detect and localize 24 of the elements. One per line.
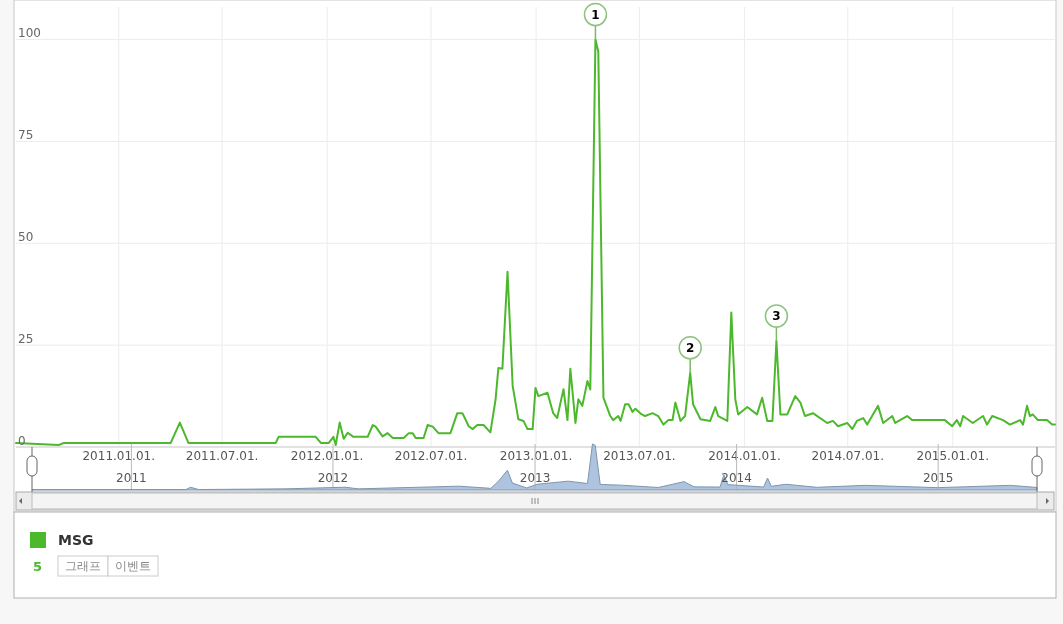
x-tick-label: 2011.01.01.	[82, 449, 156, 463]
x-tick-label: 2015.01.01.	[916, 449, 990, 463]
y-tick-label: 75	[18, 128, 34, 143]
x-tick-label: 2015	[922, 471, 954, 485]
x-tick-label: 2014.07.01.	[811, 449, 885, 463]
x-tick-label: 2012	[317, 471, 349, 485]
annotation: 2	[686, 341, 695, 356]
y-tick-label: 50	[18, 229, 34, 244]
y-tick-label: 100	[18, 26, 41, 41]
x-tick-label: 2012.01.01.	[290, 449, 364, 463]
x-tick-label: 2013	[519, 471, 551, 485]
y-tick-label: 25	[18, 331, 34, 346]
legend-label: MSG	[58, 531, 94, 548]
text: 5	[33, 558, 43, 574]
x-tick-label: 2014.01.01.	[708, 449, 781, 463]
x-tick-label: 2013.07.01.	[603, 449, 676, 463]
text: 그래프	[65, 559, 101, 574]
x-tick-label: 2011.07.01.	[185, 449, 259, 463]
annotation: 1	[591, 7, 600, 22]
x-tick-label: 2013.01.01.	[499, 449, 573, 463]
x-tick-label: 2011	[116, 471, 147, 485]
x-tick-label: 2012.07.01.	[394, 449, 468, 463]
text: 이벤트	[115, 559, 151, 574]
annotation: 3	[772, 309, 781, 324]
